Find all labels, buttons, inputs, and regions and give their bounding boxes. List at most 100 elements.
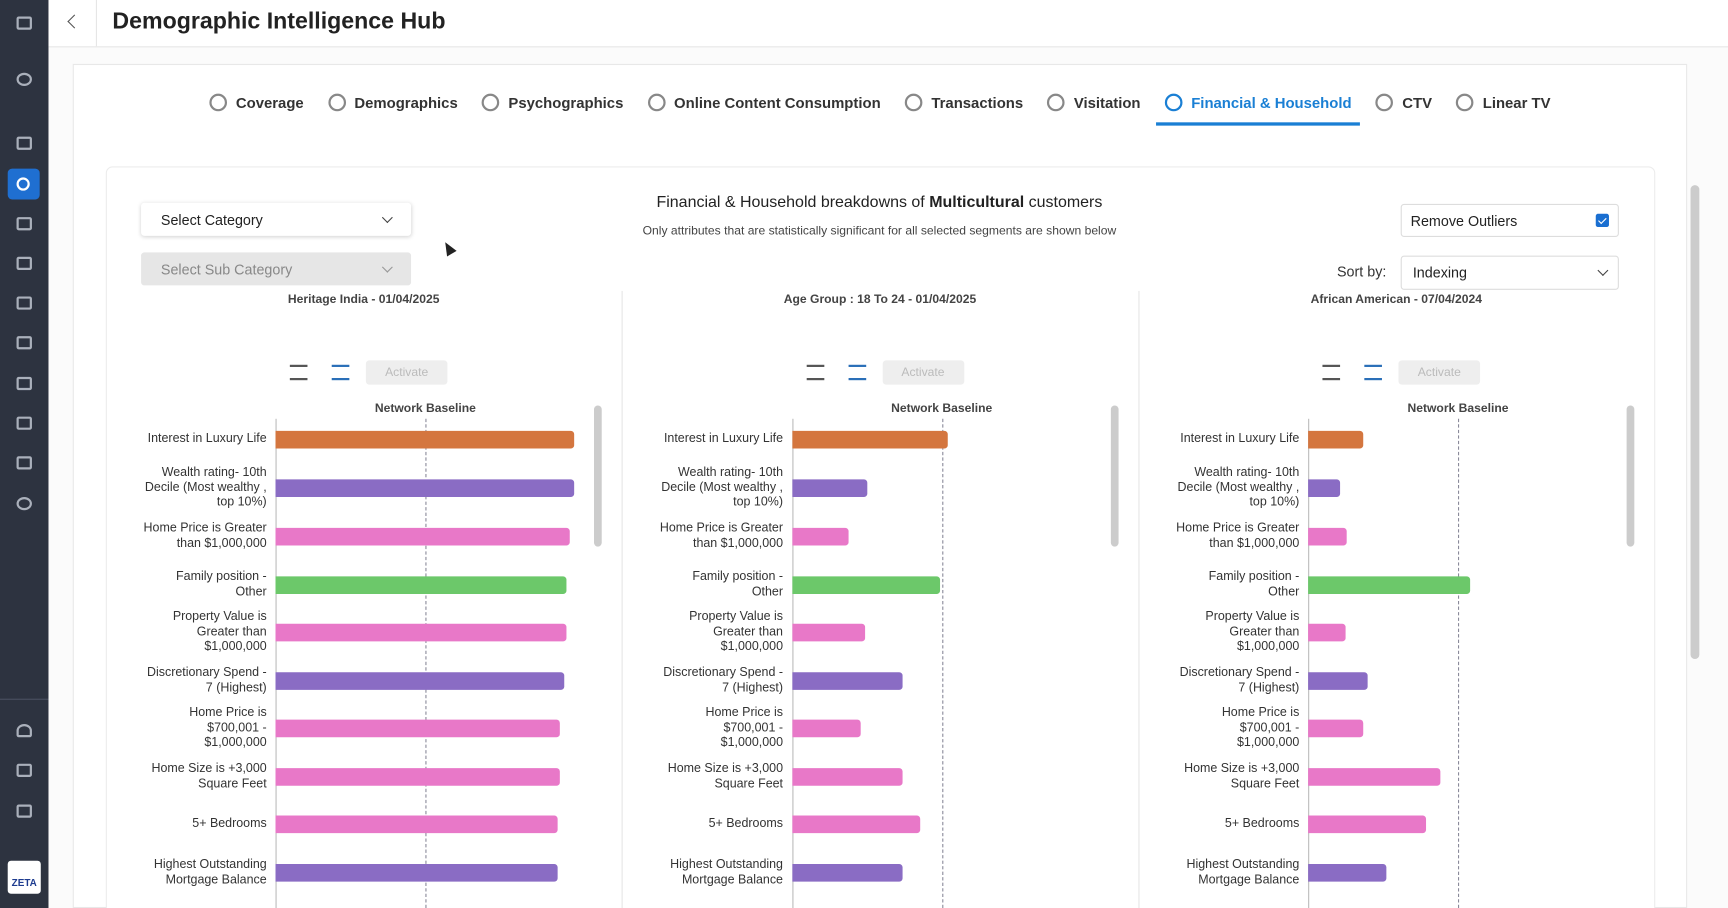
category-label: Home Size is +3,000 Square Feet <box>151 762 267 791</box>
bar <box>275 815 558 834</box>
outliers-toggle[interactable]: Remove Outliers <box>1400 203 1619 237</box>
category-label: 5+ Bedrooms <box>1224 816 1300 831</box>
sort-desc[interactable] <box>331 364 350 381</box>
category-label: Interest in Luxury Life <box>663 432 783 446</box>
divider <box>1138 290 1140 908</box>
baseline-label: Network Baseline <box>891 402 993 416</box>
category-label: Highest Outstanding Mortgage Balance <box>153 857 267 887</box>
sort-desc[interactable] <box>848 364 866 381</box>
tab-label: Linear TV <box>1482 94 1551 111</box>
category-label: Highest Outstanding Mortgage Balance <box>1186 857 1300 887</box>
category-label: Discretionary Spend - 7 (Highest) <box>146 666 267 695</box>
nav-icon[interactable] <box>16 72 32 86</box>
tab[interactable]: CTV <box>1374 88 1435 117</box>
sort-asc[interactable] <box>806 364 824 381</box>
axis-line <box>791 418 793 908</box>
bar <box>791 527 849 546</box>
scrollbar[interactable] <box>1626 405 1635 547</box>
activate-button[interactable]: Activate <box>365 360 448 385</box>
axis-line <box>1308 418 1310 908</box>
bar <box>791 623 866 642</box>
bar <box>275 479 574 498</box>
category-label: Interest in Luxury Life <box>1180 432 1300 446</box>
divider <box>621 290 623 908</box>
panel-title: Age Group : 18 To 24 - 01/04/2025 <box>783 293 977 307</box>
panel-title: Heritage India - 01/04/2025 <box>287 293 440 307</box>
nav-icon[interactable] <box>16 217 32 231</box>
tab[interactable]: Financial & Household <box>1155 88 1360 126</box>
heading-segment: Multicultural <box>929 193 1025 212</box>
heading-subtitle: Only attributes that are statistically s… <box>642 224 1117 239</box>
top-bar <box>48 0 1728 48</box>
category-label: Property Value is Greater than $1,000,00… <box>1205 610 1300 654</box>
bar <box>791 863 903 882</box>
tab-label: Coverage <box>235 94 304 111</box>
nav-icon[interactable] <box>16 16 32 30</box>
tab[interactable]: Transactions <box>903 88 1026 117</box>
nav-icon[interactable] <box>16 336 32 350</box>
category-label: Home Size is +3,000 Square Feet <box>667 762 783 791</box>
nav-icon[interactable] <box>16 416 32 430</box>
tab[interactable]: Visitation <box>1045 88 1143 117</box>
nav-icon[interactable] <box>16 376 32 391</box>
sort-select[interactable]: Indexing <box>1400 255 1619 290</box>
nav-icon[interactable] <box>16 296 32 310</box>
bar <box>1308 719 1364 738</box>
tab[interactable]: Demographics <box>326 88 460 117</box>
category-label: Home Price is $700,001 - $1,000,000 <box>189 706 267 750</box>
nav-icon[interactable] <box>16 136 32 150</box>
nav-icon[interactable] <box>16 763 32 777</box>
bar <box>1308 430 1364 449</box>
bar <box>275 430 574 449</box>
sort-asc[interactable] <box>289 364 308 381</box>
category-label: Interest in Luxury Life <box>147 432 267 446</box>
sort-asc[interactable] <box>1322 364 1341 381</box>
category-label: Home Price is $700,001 - $1,000,000 <box>1221 706 1300 750</box>
category-label: Family position - Other <box>692 570 783 599</box>
nav-icon[interactable] <box>16 724 32 738</box>
subcategory-placeholder: Select Sub Category <box>160 260 293 278</box>
activate-button[interactable]: Activate <box>882 360 964 385</box>
checkbox[interactable] <box>1595 213 1609 228</box>
nav-active[interactable] <box>7 168 40 200</box>
category-label: Discretionary Spend - 7 (Highest) <box>663 666 783 695</box>
nav-icon[interactable] <box>16 456 32 470</box>
category-label: Highest Outstanding Mortgage Balance <box>670 857 783 887</box>
bar <box>791 815 921 834</box>
category-label: Home Price is Greater than $1,000,000 <box>143 521 267 550</box>
scrollbar[interactable] <box>1690 185 1700 660</box>
bar <box>791 576 941 594</box>
scrollbar[interactable] <box>593 405 602 547</box>
logo[interactable]: ZETA <box>7 860 41 894</box>
sort-value: Indexing <box>1412 264 1467 282</box>
tab[interactable]: Coverage <box>207 88 306 117</box>
sidebar: ZETA <box>0 0 49 908</box>
bar <box>791 672 903 690</box>
tab-label: Financial & Household <box>1191 94 1352 111</box>
category-label: 5+ Bedrooms <box>192 816 267 831</box>
category-placeholder: Select Category <box>160 211 263 228</box>
category-label: Home Price is Greater than $1,000,000 <box>1176 521 1300 550</box>
subcategory-select[interactable]: Select Sub Category <box>141 252 412 286</box>
bar <box>1308 623 1346 642</box>
bar <box>1308 815 1427 834</box>
bar <box>275 719 561 738</box>
sort-desc[interactable] <box>1364 364 1382 381</box>
category-label: Family position - Other <box>176 570 267 599</box>
nav-icon[interactable] <box>16 497 32 511</box>
tab-label: Psychographics <box>508 94 624 111</box>
nav-icon[interactable] <box>16 804 32 818</box>
scrollbar[interactable] <box>1110 405 1119 547</box>
nav-icon[interactable] <box>16 256 32 270</box>
back-button[interactable] <box>67 14 82 29</box>
tab[interactable]: Online Content Consumption <box>645 88 882 117</box>
category-select[interactable]: Select Category <box>141 202 412 236</box>
category-label: Family position - Other <box>1208 570 1300 599</box>
category-label: Property Value is Greater than $1,000,00… <box>172 610 267 654</box>
tab[interactable]: Psychographics <box>480 88 626 117</box>
activate-button[interactable]: Activate <box>1398 360 1481 385</box>
tab[interactable]: Linear TV <box>1454 88 1553 117</box>
bar <box>275 672 565 690</box>
